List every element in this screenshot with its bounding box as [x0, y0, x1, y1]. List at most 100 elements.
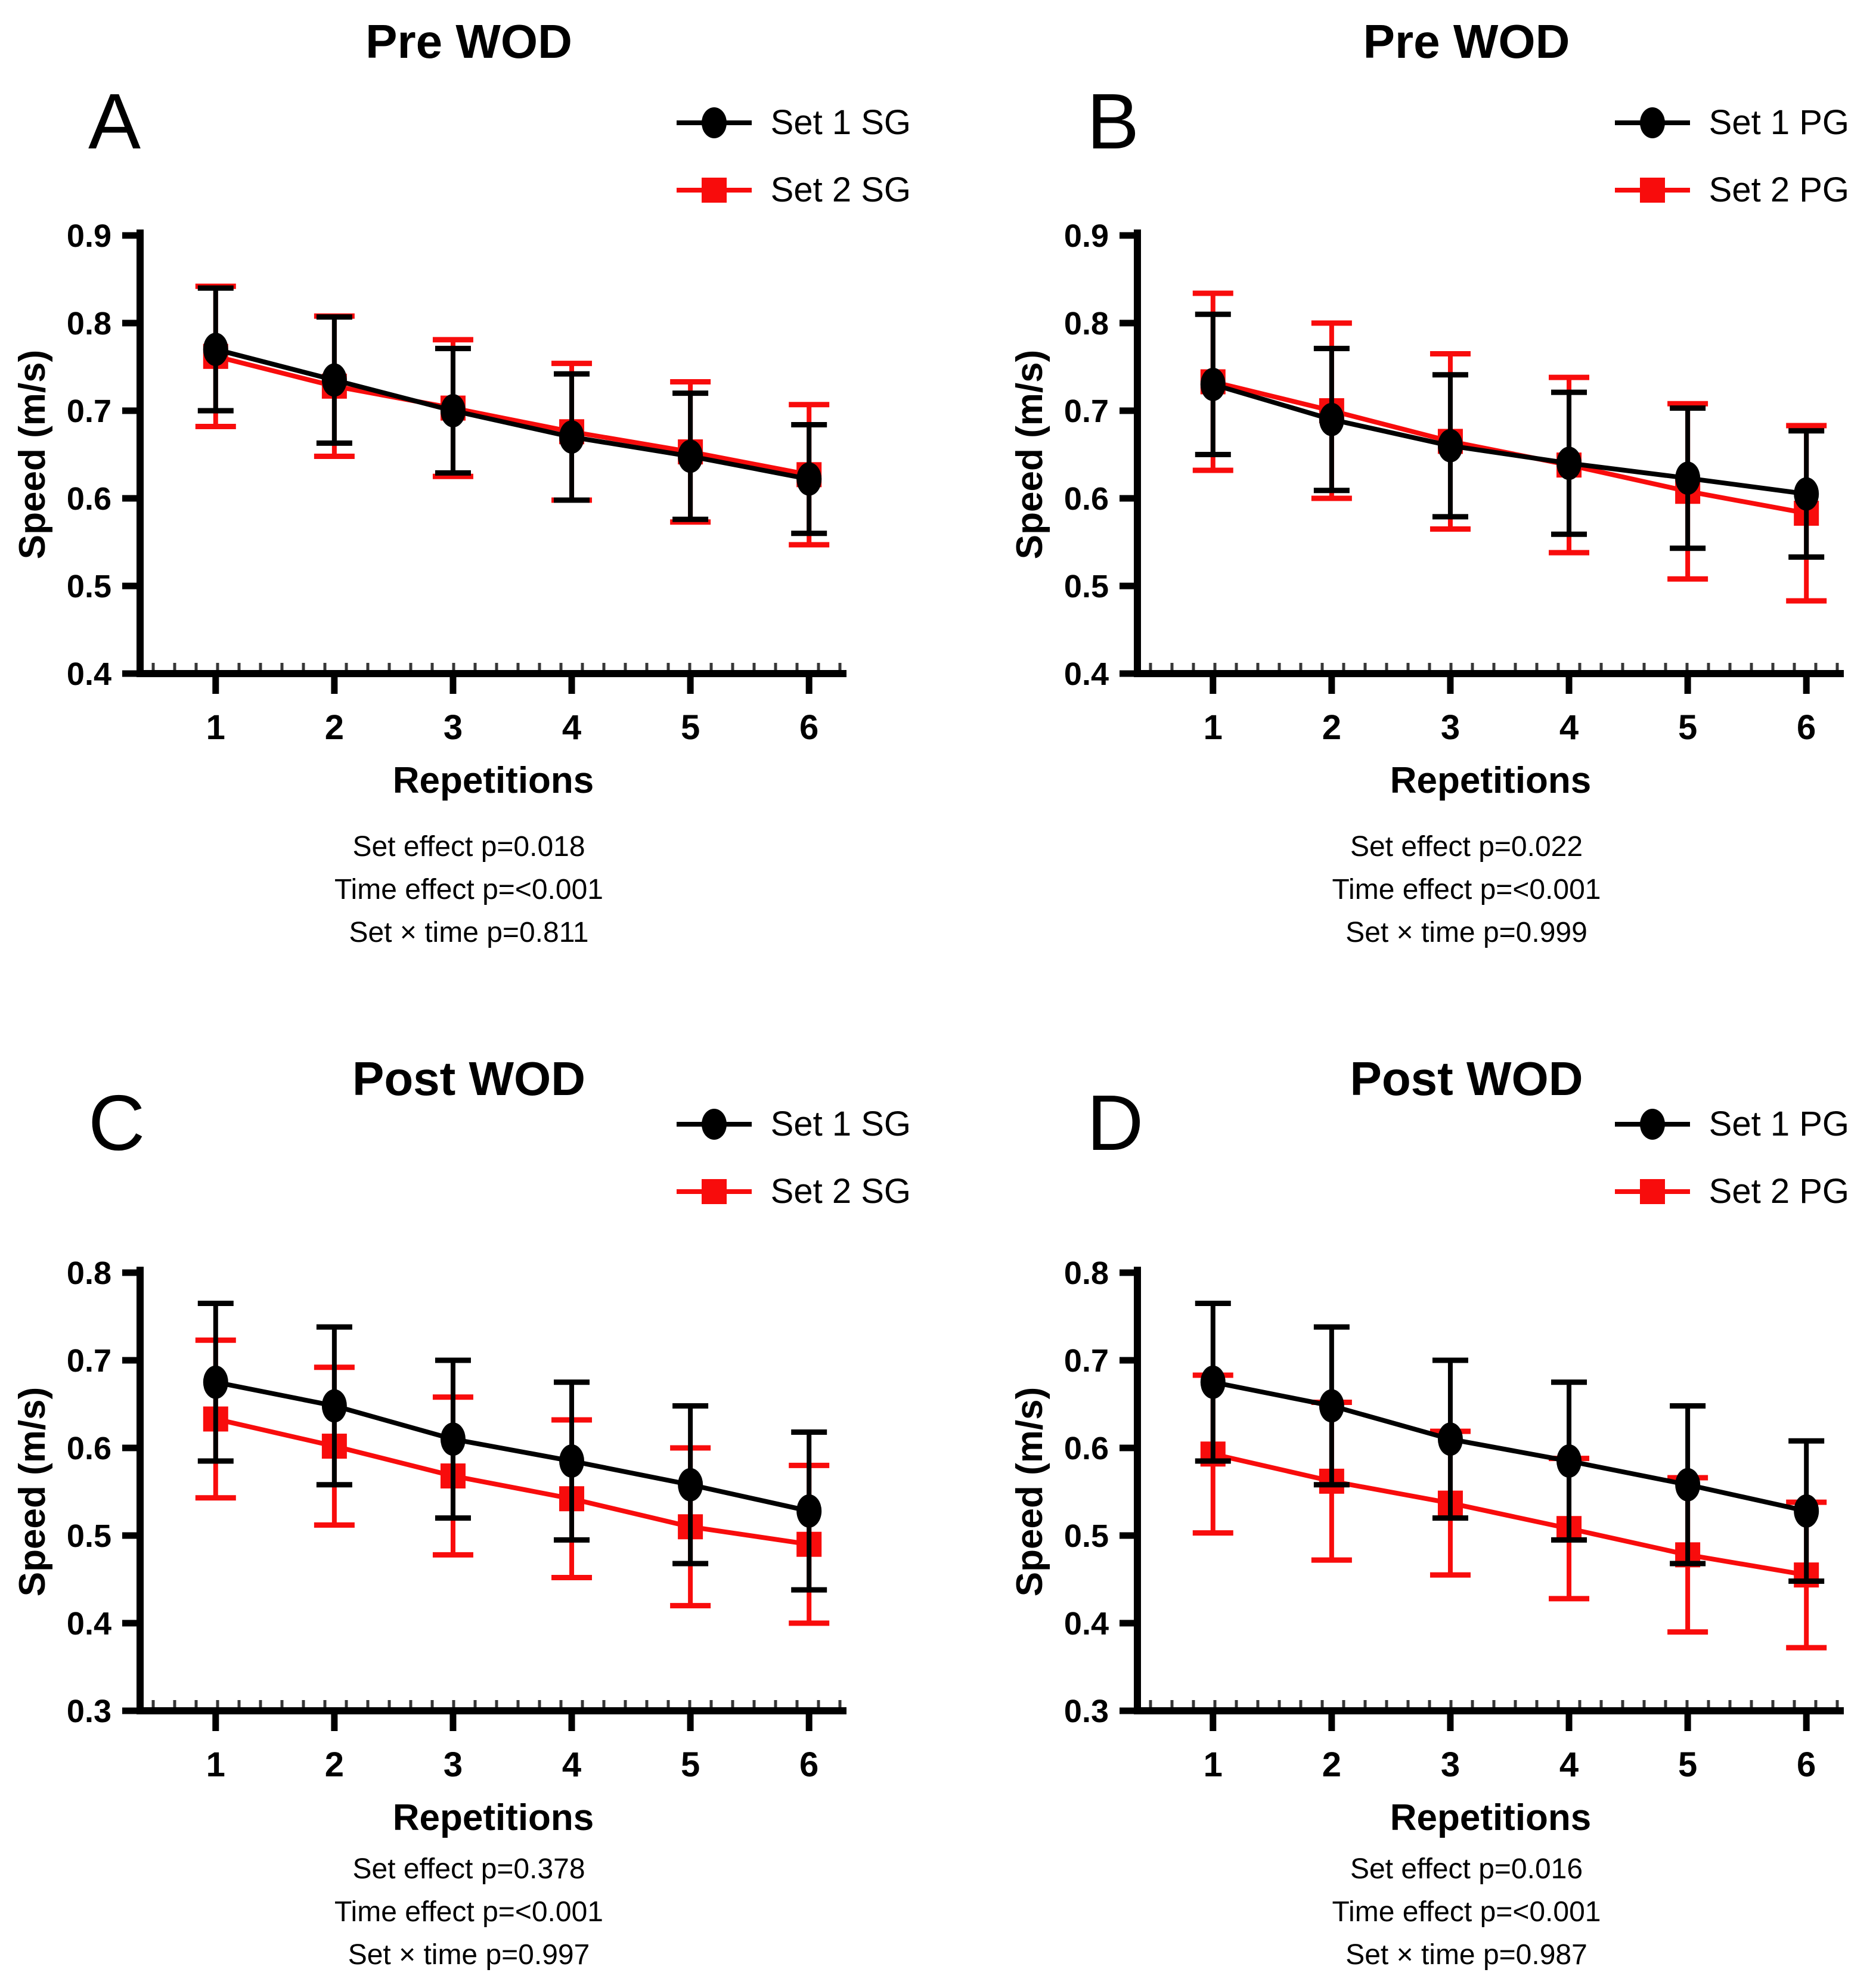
panel-b: Pre WOD B Set 1 PG Set 2 PG 0.4 0.5 0.6 0.7…: [938, 0, 1876, 993]
legend-item: Set 2 SG: [675, 170, 911, 210]
svg-text:0.4: 0.4: [1064, 1606, 1109, 1642]
svg-text:2: 2: [1322, 708, 1341, 747]
svg-text:2: 2: [325, 708, 344, 747]
svg-text:2: 2: [325, 1745, 344, 1784]
legend-item: Set 2 PG: [1614, 170, 1849, 210]
panel-b-letter: B: [1087, 77, 1140, 165]
svg-text:1: 1: [206, 708, 225, 747]
panel-a-title: Pre WOD: [365, 15, 572, 68]
panel-a-legend: Set 1 SG Set 2 SG: [675, 103, 911, 210]
svg-text:0.9: 0.9: [1064, 218, 1109, 254]
legend-item: Set 1 SG: [675, 103, 911, 142]
svg-text:1: 1: [1204, 708, 1223, 747]
line-chart-a: 0.4 0.5 0.6 0.7 0.8 0.9 1 2 3 4 5 6 Repetitions Speed…: [12, 218, 846, 801]
panel-b-legend: Set 1 PG Set 2 PG: [1614, 103, 1849, 210]
svg-text:6: 6: [799, 1745, 818, 1784]
line-chart-d: 0.3 0.4 0.5 0.6 0.7 0.8 1 2 3 4 5 6 Repetitions Speed…: [1009, 1255, 1844, 1838]
stat-line: Set × time p=0.999: [1345, 917, 1587, 948]
square-marker-icon: [1614, 171, 1691, 209]
svg-text:1: 1: [206, 1745, 225, 1784]
panel-d-stats: Set effect p=0.016 Time effect p=<0.001 …: [997, 1848, 1876, 1977]
panel-d: Post WOD D Set 1 PG Set 2 PG 0.3 0.4 0.5 0.…: [938, 993, 1876, 1985]
svg-text:5: 5: [681, 1745, 700, 1784]
legend-label: Set 1 SG: [770, 1105, 911, 1143]
stat-line: Time effect p=<0.001: [1332, 1896, 1601, 1928]
svg-text:0.3: 0.3: [67, 1694, 111, 1729]
panel-c-header: C Set 1 SG Set 2 SG: [0, 1073, 938, 1219]
stat-line: Set effect p=0.022: [1350, 831, 1583, 863]
circle-marker-icon: [1614, 1105, 1691, 1143]
legend-item: Set 2 SG: [675, 1171, 911, 1211]
stat-line: Set effect p=0.016: [1350, 1853, 1583, 1885]
svg-text:0.8: 0.8: [67, 1255, 111, 1291]
legend-label: Set 1 SG: [770, 103, 911, 142]
stat-line: Set effect p=0.018: [352, 831, 585, 863]
svg-text:2: 2: [1322, 1745, 1341, 1784]
panel-a-stats: Set effect p=0.018 Time effect p=<0.001 …: [0, 826, 938, 954]
circle-marker-icon: [675, 104, 753, 142]
panel-a-letter: A: [88, 77, 141, 165]
panel-d-letter: D: [1087, 1079, 1144, 1167]
panel-d-header: D Set 1 PG Set 2 PG: [938, 1073, 1876, 1219]
svg-text:0.7: 0.7: [67, 393, 111, 429]
svg-text:0.7: 0.7: [67, 1343, 111, 1379]
stat-line: Set effect p=0.378: [352, 1853, 585, 1885]
circle-marker-icon: [1614, 104, 1691, 142]
legend-item: Set 1 SG: [675, 1104, 911, 1144]
svg-text:4: 4: [562, 1745, 581, 1784]
panel-b-title: Pre WOD: [1363, 15, 1570, 68]
svg-text:4: 4: [562, 708, 581, 747]
svg-text:Repetitions: Repetitions: [1390, 1797, 1592, 1838]
legend-label: Set 2 SG: [770, 170, 911, 209]
svg-text:0.6: 0.6: [1064, 481, 1109, 517]
svg-text:Speed (m/s): Speed (m/s): [1009, 350, 1050, 559]
svg-text:6: 6: [799, 708, 818, 747]
svg-text:4: 4: [1559, 708, 1579, 747]
panel-d-legend: Set 1 PG Set 2 PG: [1614, 1104, 1849, 1211]
svg-text:0.9: 0.9: [67, 218, 111, 254]
legend-label: Set 2 SG: [770, 1172, 911, 1211]
svg-text:0.5: 0.5: [1064, 569, 1109, 604]
svg-text:0.5: 0.5: [67, 1518, 111, 1554]
stat-line: Time effect p=<0.001: [334, 1896, 603, 1928]
svg-text:3: 3: [444, 708, 463, 747]
legend-label: Set 2 PG: [1708, 170, 1849, 209]
legend-label: Set 1 PG: [1708, 1105, 1849, 1143]
svg-text:0.8: 0.8: [1064, 1255, 1109, 1291]
svg-text:5: 5: [1678, 1745, 1697, 1784]
svg-text:0.5: 0.5: [67, 569, 111, 604]
svg-text:5: 5: [681, 708, 700, 747]
svg-text:3: 3: [1441, 1745, 1460, 1784]
square-marker-icon: [675, 1173, 753, 1211]
svg-text:0.7: 0.7: [1064, 1343, 1109, 1379]
svg-text:0.3: 0.3: [1064, 1694, 1109, 1729]
svg-text:0.8: 0.8: [1064, 306, 1109, 342]
svg-text:1: 1: [1204, 1745, 1223, 1784]
svg-text:Speed (m/s): Speed (m/s): [12, 350, 53, 559]
legend-label: Set 2 PG: [1708, 1172, 1849, 1211]
svg-text:6: 6: [1797, 708, 1816, 747]
svg-text:0.4: 0.4: [67, 1606, 111, 1642]
svg-text:0.6: 0.6: [67, 481, 111, 517]
svg-text:3: 3: [1441, 708, 1460, 747]
svg-text:Speed (m/s): Speed (m/s): [12, 1387, 53, 1596]
panel-c-letter: C: [88, 1079, 145, 1167]
svg-text:Repetitions: Repetitions: [1390, 760, 1592, 801]
svg-text:0.4: 0.4: [1064, 656, 1109, 692]
panel-c-title: Post WOD: [352, 1052, 586, 1105]
panel-b-header: B Set 1 PG Set 2 PG: [938, 72, 1876, 218]
line-chart-b: 0.4 0.5 0.6 0.7 0.8 0.9 1 2 3 4 5 6 Repetitions Speed…: [1009, 218, 1844, 801]
panel-c-stats: Set effect p=0.378 Time effect p=<0.001 …: [0, 1848, 938, 1977]
svg-text:0.7: 0.7: [1064, 393, 1109, 429]
stat-line: Time effect p=<0.001: [334, 874, 603, 905]
svg-text:4: 4: [1559, 1745, 1579, 1784]
square-marker-icon: [1614, 1173, 1691, 1211]
square-marker-icon: [675, 171, 753, 209]
svg-text:0.8: 0.8: [67, 306, 111, 342]
svg-text:0.4: 0.4: [67, 656, 111, 692]
svg-text:Repetitions: Repetitions: [393, 760, 594, 801]
panel-c-legend: Set 1 SG Set 2 SG: [675, 1104, 911, 1211]
stat-line: Set × time p=0.997: [348, 1939, 590, 1971]
legend-label: Set 1 PG: [1708, 103, 1849, 142]
